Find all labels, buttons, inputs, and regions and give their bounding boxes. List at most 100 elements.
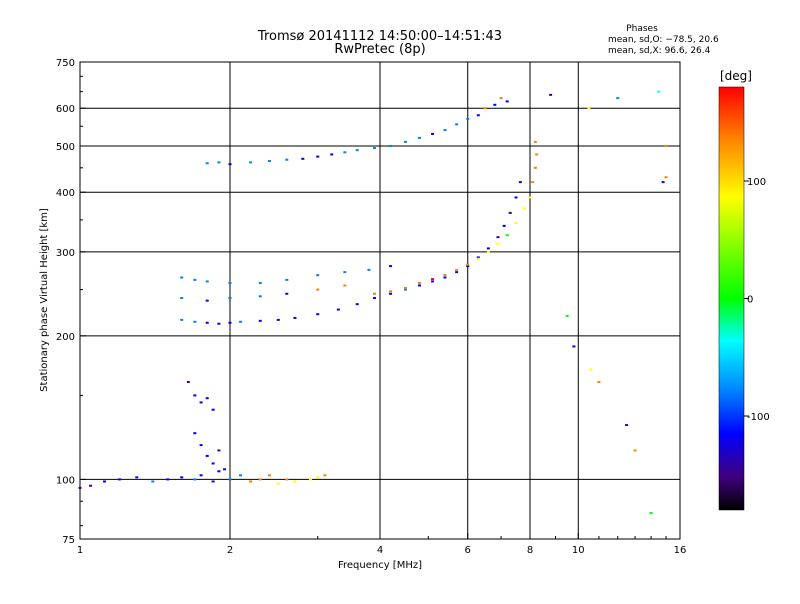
data-point: [514, 196, 518, 199]
data-point: [373, 297, 377, 300]
data-point: [228, 297, 232, 300]
data-point: [597, 381, 601, 384]
data-point: [417, 136, 421, 139]
data-point: [486, 250, 490, 253]
data-point: [276, 482, 280, 485]
colorbar: [718, 86, 745, 511]
y-tick-label: 500: [56, 142, 75, 153]
data-point: [180, 318, 184, 321]
data-point: [180, 276, 184, 279]
data-point: [258, 319, 262, 322]
y-tick-label: 400: [56, 188, 75, 199]
data-point: [267, 474, 271, 477]
data-point: [193, 320, 197, 323]
data-point: [205, 397, 209, 400]
data-point: [373, 292, 377, 295]
data-point: [239, 320, 243, 323]
data-point: [293, 480, 297, 483]
data-point: [389, 290, 393, 293]
data-point: [664, 144, 668, 147]
data-point: [323, 474, 327, 477]
data-point: [443, 276, 447, 279]
data-point: [285, 292, 289, 295]
data-point: [483, 107, 487, 110]
data-point: [431, 278, 435, 281]
data-point: [533, 166, 537, 169]
data-point: [518, 181, 522, 184]
data-point: [466, 263, 470, 266]
data-point: [267, 160, 271, 163]
x-tick-label: 4: [377, 545, 383, 556]
x-tick-label: 16: [674, 545, 687, 556]
x-axis-ticks: 1 2 4 6 8 10 16: [77, 533, 687, 556]
phases-annotation-title: Phases: [626, 24, 658, 34]
data-point: [389, 292, 393, 295]
data-point: [211, 480, 215, 483]
x-tick-label: 1: [77, 545, 83, 556]
data-point: [633, 449, 637, 452]
y-tick-label: 300: [56, 248, 75, 259]
data-point: [211, 408, 215, 411]
data-point: [239, 474, 243, 477]
data-point: [228, 478, 232, 481]
data-point: [276, 318, 280, 321]
data-point: [403, 286, 407, 289]
data-point: [330, 153, 334, 156]
data-point: [205, 299, 209, 302]
phases-annotation-o: mean, sd,O: −78.5, 20.6: [608, 35, 719, 45]
data-point: [186, 381, 190, 384]
data-point: [443, 129, 447, 132]
data-point: [199, 474, 203, 477]
x-tick-label: 8: [527, 545, 533, 556]
data-point: [417, 284, 421, 287]
data-point: [228, 163, 232, 166]
data-point: [316, 274, 320, 277]
data-point: [117, 478, 121, 481]
y-tick-label: 200: [56, 332, 75, 343]
data-point: [528, 196, 532, 199]
x-tick-label: 6: [465, 545, 471, 556]
data-point: [493, 103, 497, 106]
data-point: [166, 478, 170, 481]
data-point: [455, 271, 459, 274]
data-point: [180, 476, 184, 479]
data-point: [355, 303, 359, 306]
data-point: [523, 207, 527, 210]
grid: [80, 62, 680, 539]
data-point: [367, 268, 371, 271]
colorbar-label: [deg]: [720, 69, 752, 83]
data-point: [301, 157, 305, 160]
data-point: [417, 282, 421, 285]
data-point: [258, 282, 262, 285]
data-point: [587, 107, 591, 110]
data-point: [89, 484, 93, 487]
colorbar-ticks: 100 0 -100: [744, 177, 770, 423]
data-point: [316, 155, 320, 158]
data-point: [565, 315, 569, 318]
data-point: [336, 308, 340, 311]
y-tick-label: 600: [56, 104, 75, 115]
data-point: [343, 284, 347, 287]
y-tick-label: 100: [56, 475, 75, 486]
data-point: [466, 265, 470, 268]
data-point: [211, 462, 215, 465]
data-point: [455, 268, 459, 271]
data-point: [431, 280, 435, 283]
data-point: [228, 282, 232, 285]
data-point: [657, 90, 661, 93]
data-point: [373, 147, 377, 150]
data-point: [496, 236, 500, 239]
data-point: [205, 321, 209, 324]
data-point: [135, 476, 139, 479]
data-point: [476, 114, 480, 117]
data-point: [258, 295, 262, 298]
data-point: [443, 274, 447, 277]
data-point: [205, 162, 209, 165]
data-point: [535, 153, 539, 156]
data-point: [508, 211, 512, 214]
data-points: [78, 90, 668, 515]
data-point: [193, 432, 197, 435]
data-point: [316, 288, 320, 291]
colorbar-tick-label: -100: [747, 412, 770, 423]
